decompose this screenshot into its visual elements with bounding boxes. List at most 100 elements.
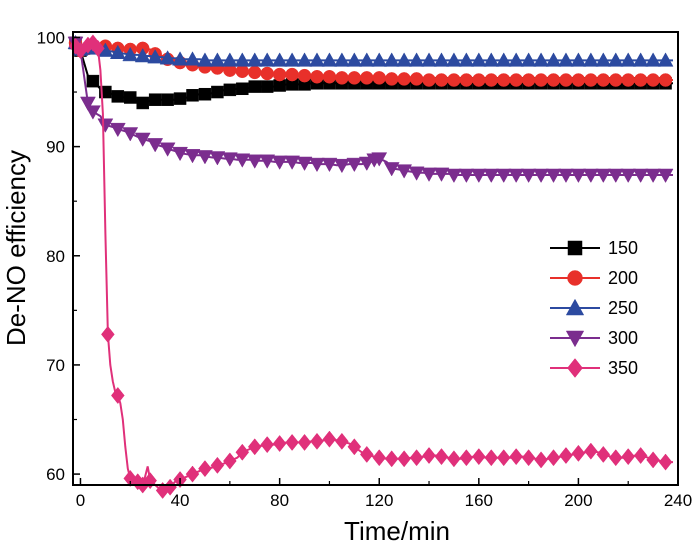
data-point-300 — [346, 157, 363, 173]
data-point-350 — [484, 449, 499, 467]
legend-label: 300 — [608, 328, 638, 348]
data-point-350 — [235, 443, 250, 461]
data-point-350 — [210, 456, 225, 474]
data-point-300 — [209, 151, 226, 166]
data-point-300 — [259, 154, 276, 169]
data-point-250 — [545, 52, 562, 67]
data-point-350 — [409, 449, 424, 467]
data-point-250 — [645, 52, 662, 67]
data-point-350 — [86, 34, 100, 52]
data-point-350 — [608, 449, 623, 467]
data-point-350 — [584, 442, 598, 460]
data-point-150 — [173, 92, 187, 105]
data-point-250 — [607, 52, 624, 67]
data-point-350 — [310, 432, 324, 450]
data-point-300 — [433, 167, 450, 182]
data-point-250 — [134, 47, 151, 63]
data-point-150 — [248, 80, 261, 93]
legend-marker — [567, 240, 583, 256]
data-point-300 — [184, 149, 201, 164]
data-point-250 — [184, 51, 201, 66]
data-point-350 — [646, 451, 660, 469]
data-point-300 — [570, 168, 587, 184]
data-point-250 — [508, 52, 525, 67]
data-point-150 — [111, 90, 125, 103]
y-tick-label: 80 — [46, 247, 65, 266]
data-point-350 — [621, 448, 636, 466]
legend-label: 150 — [608, 238, 638, 258]
series-350 — [68, 34, 673, 499]
data-point-350 — [123, 469, 138, 487]
data-point-350 — [260, 436, 274, 454]
legend-entry-200: 200 — [550, 268, 638, 288]
data-point-300 — [470, 168, 487, 184]
data-point-250 — [371, 52, 388, 67]
data-point-250 — [483, 52, 500, 67]
data-point-350 — [185, 465, 200, 483]
data-point-200 — [434, 73, 449, 87]
data-point-350 — [322, 430, 337, 448]
data-point-300 — [558, 168, 574, 184]
data-point-250 — [396, 52, 413, 67]
data-point-200 — [422, 73, 436, 87]
data-point-250 — [433, 52, 450, 67]
plot-frame — [72, 31, 679, 486]
data-point-300 — [595, 168, 612, 184]
data-point-350 — [285, 433, 299, 451]
data-point-200 — [658, 73, 673, 87]
data-point-200 — [360, 71, 374, 85]
data-point-200 — [596, 73, 611, 87]
data-point-200 — [546, 73, 561, 87]
data-point-300 — [408, 166, 425, 181]
data-point-300 — [657, 168, 674, 184]
data-point-300 — [197, 150, 213, 165]
data-point-300 — [284, 155, 301, 170]
data-point-300 — [495, 168, 512, 184]
data-point-300 — [383, 162, 400, 177]
data-point-250 — [234, 52, 251, 67]
data-point-200 — [384, 72, 399, 86]
legend-entry-250: 250 — [550, 298, 638, 318]
data-point-300 — [632, 168, 649, 184]
x-tick-label: 160 — [465, 491, 493, 510]
x-axis-title: Time/min — [344, 516, 450, 544]
data-point-350 — [347, 438, 362, 456]
data-point-250 — [458, 52, 475, 67]
data-point-350 — [111, 386, 125, 404]
legend-entry-150: 150 — [550, 238, 638, 258]
y-tick-label: 60 — [46, 465, 65, 484]
x-tick-label: 80 — [270, 491, 289, 510]
data-point-350 — [272, 435, 287, 453]
data-point-250 — [595, 52, 612, 67]
data-point-300 — [80, 96, 96, 111]
legend-label: 350 — [608, 358, 638, 378]
legend-marker — [565, 330, 585, 348]
data-point-200 — [322, 70, 337, 84]
data-point-350 — [422, 447, 436, 465]
data-point-350 — [384, 450, 399, 468]
data-point-350 — [546, 449, 561, 467]
y-tick-label: 100 — [37, 28, 65, 47]
data-point-250 — [221, 52, 238, 67]
data-point-250 — [321, 52, 338, 67]
data-point-350 — [472, 448, 486, 466]
data-point-300 — [84, 105, 101, 120]
data-point-250 — [632, 52, 649, 67]
data-point-250 — [209, 52, 226, 67]
data-point-350 — [223, 452, 237, 470]
data-point-200 — [447, 73, 461, 87]
legend-entry-300: 300 — [550, 328, 638, 348]
data-point-350 — [521, 449, 536, 467]
data-point-200 — [584, 73, 598, 87]
data-point-200 — [609, 73, 623, 87]
data-point-250 — [246, 52, 263, 67]
data-point-250 — [582, 52, 599, 67]
data-point-300 — [321, 157, 338, 173]
data-point-300 — [396, 164, 413, 179]
data-point-250 — [558, 52, 574, 67]
data-point-150 — [86, 74, 100, 88]
data-point-200 — [310, 70, 324, 84]
data-point-300 — [483, 168, 500, 184]
data-point-200 — [409, 72, 424, 86]
data-point-300 — [508, 168, 525, 184]
